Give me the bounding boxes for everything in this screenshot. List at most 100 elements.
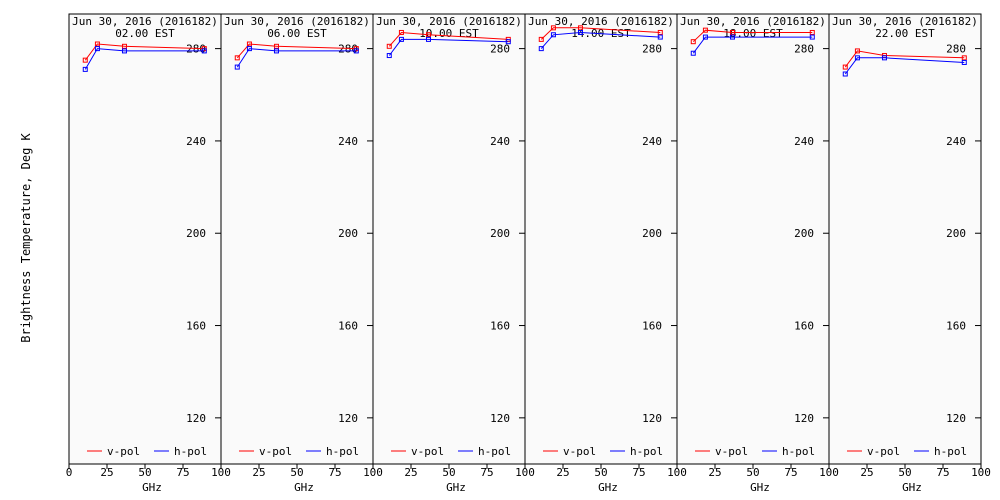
data-point-v-pol <box>121 43 127 49</box>
series-line-h-pol <box>84 48 205 70</box>
series-line-h-pol <box>692 36 813 54</box>
data-point-v-pol <box>425 32 431 38</box>
panel-title-date: Jun 30, 2016 (2016182) <box>528 15 674 28</box>
x-axis-label: GHz <box>598 481 618 494</box>
data-point-h-pol <box>386 53 392 59</box>
y-tick-label: 120 <box>186 412 206 425</box>
plot-frame <box>372 13 526 465</box>
data-point-v-pol <box>94 41 100 47</box>
data-point-v-pol <box>246 41 252 47</box>
legend-label-h-pol: h-pol <box>934 445 967 458</box>
panel-title-date: Jun 30, 2016 (2016182) <box>376 15 522 28</box>
x-tick-label: 25 <box>556 466 569 479</box>
y-tick-label: 160 <box>794 320 814 333</box>
data-point-h-pol <box>246 46 252 52</box>
x-axis-label: GHz <box>750 481 770 494</box>
x-tick-label: 50 <box>138 466 151 479</box>
x-tick-label: 75 <box>176 466 189 479</box>
panel-title-date: Jun 30, 2016 (2016182) <box>680 15 826 28</box>
panel-title-time: 06.00 EST <box>267 27 327 40</box>
data-point-h-pol <box>854 55 860 61</box>
legend-label-v-pol: v-pol <box>411 445 444 458</box>
x-tick-label: 50 <box>746 466 759 479</box>
data-point-h-pol <box>121 48 127 54</box>
legend-label-h-pol: h-pol <box>326 445 359 458</box>
data-point-v-pol <box>577 25 583 31</box>
x-tick-label: 75 <box>328 466 341 479</box>
panel-2: Jun 30, 2016 (2016182)06.00 EST 120 160 200… <box>220 13 383 494</box>
x-tick-label: 50 <box>594 466 607 479</box>
data-point-v-pol <box>702 27 708 33</box>
panel-title-time: 02.00 EST <box>115 27 175 40</box>
y-tick-label: 160 <box>338 320 358 333</box>
legend-label-v-pol: v-pol <box>715 445 748 458</box>
panel-title-time: 22.00 EST <box>875 27 935 40</box>
series-line-h-pol <box>236 48 357 68</box>
data-point-h-pol <box>702 34 708 40</box>
data-point-v-pol <box>690 39 696 45</box>
panel-5: Jun 30, 2016 (2016182)18.00 EST 120 160 200… <box>676 13 839 494</box>
legend-label-v-pol: v-pol <box>563 445 596 458</box>
panel-title-time: 10.00 EST <box>419 27 479 40</box>
data-point-v-pol <box>82 57 88 63</box>
y-tick-label: 200 <box>794 227 814 240</box>
series-line-v-pol <box>236 43 357 59</box>
y-tick-label: 160 <box>490 320 510 333</box>
x-tick-label: 50 <box>442 466 455 479</box>
y-tick-label: 240 <box>794 135 814 148</box>
data-point-v-pol <box>386 43 392 49</box>
data-point-h-pol <box>538 46 544 52</box>
data-point-v-pol <box>809 29 815 35</box>
panel-title-date: Jun 30, 2016 (2016182) <box>72 15 218 28</box>
data-point-v-pol <box>550 25 556 31</box>
y-tick-label: 120 <box>946 412 966 425</box>
x-tick-label: 75 <box>480 466 493 479</box>
data-point-h-pol <box>398 36 404 42</box>
data-point-h-pol <box>94 46 100 52</box>
data-point-v-pol <box>234 55 240 61</box>
x-tick-label: 50 <box>290 466 303 479</box>
data-point-h-pol <box>353 48 359 54</box>
x-axis-label: GHz <box>294 481 314 494</box>
y-tick-label: 120 <box>642 412 662 425</box>
x-tick-label: 75 <box>784 466 797 479</box>
plot-frame <box>68 13 222 465</box>
panel-title-date: Jun 30, 2016 (2016182) <box>832 15 978 28</box>
series-line-v-pol <box>692 29 813 43</box>
data-point-v-pol <box>398 29 404 35</box>
y-tick-label: 240 <box>186 135 206 148</box>
y-axis-label: Brightness Temperature, Deg K <box>19 132 33 342</box>
y-tick-label: 200 <box>490 227 510 240</box>
data-point-h-pol <box>234 64 240 70</box>
y-tick-label: 120 <box>794 412 814 425</box>
y-tick-label: 280 <box>338 43 358 56</box>
panel-6: Jun 30, 2016 (2016182)22.00 EST 120 160 200… <box>828 13 991 494</box>
x-tick-label: 50 <box>898 466 911 479</box>
y-tick-label: 280 <box>186 43 206 56</box>
legend-label-h-pol: h-pol <box>174 445 207 458</box>
y-tick-label: 240 <box>338 135 358 148</box>
legend-label-v-pol: v-pol <box>259 445 292 458</box>
y-tick-label: 200 <box>642 227 662 240</box>
y-tick-label: 240 <box>946 135 966 148</box>
series-line-v-pol <box>388 31 509 47</box>
x-tick-label: 0 <box>66 466 73 479</box>
series-line-h-pol <box>540 31 661 49</box>
plot-frame <box>524 13 678 465</box>
x-tick-label: 100 <box>819 466 839 479</box>
data-point-h-pol <box>657 34 663 40</box>
data-point-h-pol <box>505 39 511 45</box>
x-axis-label: GHz <box>902 481 922 494</box>
x-tick-label: 25 <box>404 466 417 479</box>
legend-label-h-pol: h-pol <box>630 445 663 458</box>
panel-1: Jun 30, 2016 (2016182)02.00 EST 120 160 200… <box>66 13 231 494</box>
x-tick-label: 75 <box>936 466 949 479</box>
data-point-h-pol <box>881 55 887 61</box>
data-point-h-pol <box>425 36 431 42</box>
panel-4: Jun 30, 2016 (2016182)14.00 EST120160200… <box>524 13 687 494</box>
y-tick-label: 280 <box>642 43 662 56</box>
y-tick-label: 240 <box>642 135 662 148</box>
data-point-h-pol <box>842 71 848 77</box>
data-point-h-pol <box>550 32 556 38</box>
